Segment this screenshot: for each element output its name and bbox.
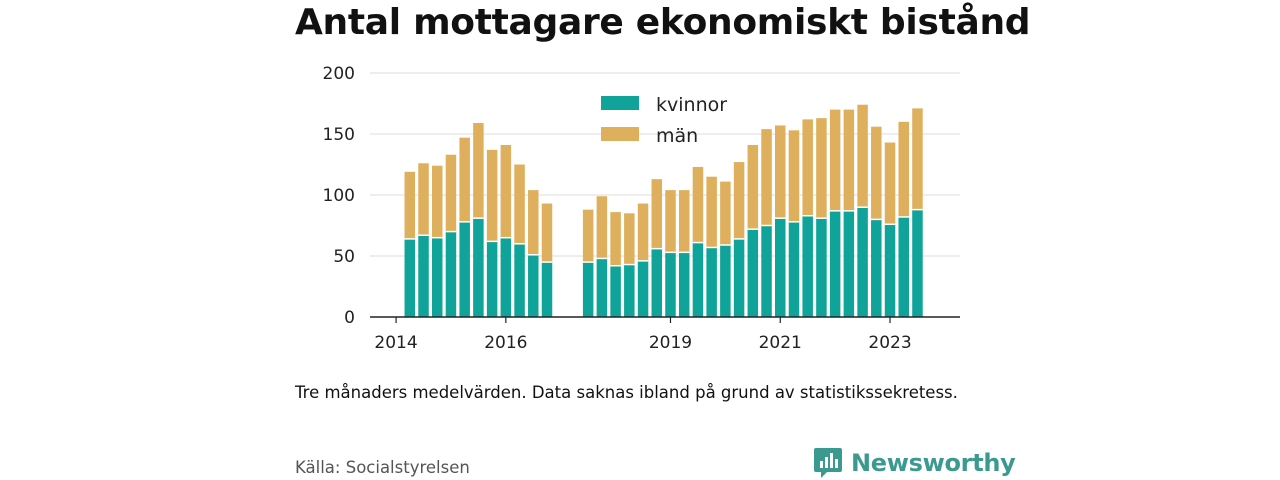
bar-kvinnor xyxy=(459,221,470,317)
bar-kvinnor xyxy=(500,237,512,317)
bar-man xyxy=(747,144,759,230)
newsworthy-logo-icon xyxy=(814,448,842,478)
bar-man xyxy=(528,190,539,255)
bar-man xyxy=(404,171,416,239)
bar-man xyxy=(720,181,731,246)
x-tick-label: 2014 xyxy=(374,333,417,353)
bar-kvinnor xyxy=(857,207,868,317)
legend-swatch-man xyxy=(601,127,639,141)
y-tick-label: 0 xyxy=(344,308,355,328)
bar-man xyxy=(912,108,923,210)
bar-kvinnor xyxy=(637,260,649,317)
bar-man xyxy=(500,144,512,238)
bar-kvinnor xyxy=(871,219,882,317)
bar-man xyxy=(678,190,690,253)
bar-man xyxy=(445,154,457,232)
bar-man xyxy=(431,165,443,238)
bar-kvinnor xyxy=(692,242,704,317)
x-tick-label: 2021 xyxy=(759,333,802,353)
bar-kvinnor xyxy=(678,252,690,317)
bar-kvinnor xyxy=(912,209,923,317)
bar-man xyxy=(733,162,745,239)
bar-kvinnor xyxy=(843,210,855,317)
bar-kvinnor xyxy=(816,218,827,317)
x-tick-label: 2016 xyxy=(484,333,527,353)
bar-man xyxy=(596,196,608,259)
brand-logo[interactable]: Newsworthy xyxy=(813,446,1016,480)
legend-swatch-kvinnor xyxy=(601,96,639,110)
y-tick-label: 50 xyxy=(333,247,355,267)
y-tick-label: 100 xyxy=(323,186,355,206)
bar-kvinnor xyxy=(596,258,608,317)
bar-man xyxy=(665,190,676,253)
bar-kvinnor xyxy=(582,262,594,317)
bar-man xyxy=(871,126,882,220)
bar-man xyxy=(857,104,868,208)
bar-kvinnor xyxy=(829,210,841,317)
stacked-bar-chart: 0 50 100 150 200 2014 2016 2019 2021 2023 kvinnor… xyxy=(323,64,960,353)
bar-kvinnor xyxy=(514,243,525,317)
bar-man xyxy=(624,213,635,265)
bar-man xyxy=(610,212,621,266)
bar-man xyxy=(802,119,813,216)
bar-kvinnor xyxy=(651,248,663,317)
legend-label-man: män xyxy=(656,125,698,147)
bar-kvinnor xyxy=(733,238,745,317)
chart-note: Tre månaders medelvärden. Data saknas ib… xyxy=(295,383,958,402)
bar-kvinnor xyxy=(486,241,498,317)
bar-kvinnor xyxy=(624,264,635,317)
x-tick-label: 2019 xyxy=(649,333,692,353)
bar-kvinnor xyxy=(884,224,896,317)
bar-man xyxy=(514,164,525,244)
chart-title: Antal mottagare ekonomiskt bistånd xyxy=(295,2,1031,43)
bar-man xyxy=(459,137,470,222)
bar-kvinnor xyxy=(802,215,813,317)
y-tick-label: 200 xyxy=(323,64,355,84)
bar-kvinnor xyxy=(788,221,800,317)
bar-man xyxy=(788,130,800,222)
bar-man xyxy=(651,179,663,249)
bar-man xyxy=(486,149,498,242)
bar-man xyxy=(541,203,553,263)
bar-man xyxy=(761,129,772,226)
bar-kvinnor xyxy=(528,254,539,317)
bar-kvinnor xyxy=(610,265,621,317)
bar-man xyxy=(775,125,786,219)
y-tick-label: 150 xyxy=(323,125,355,145)
bar-kvinnor xyxy=(898,216,909,317)
bar-kvinnor xyxy=(720,245,731,317)
bar-kvinnor xyxy=(418,235,429,317)
bar-kvinnor xyxy=(761,225,772,317)
bar-kvinnor xyxy=(665,252,676,317)
bar-man xyxy=(898,121,909,217)
bar-kvinnor xyxy=(775,218,786,317)
bars xyxy=(404,104,923,317)
bar-man xyxy=(829,109,841,211)
brand-name: Newsworthy xyxy=(851,449,1016,477)
bar-man xyxy=(473,123,484,219)
legend: kvinnor män xyxy=(601,94,727,147)
bar-man xyxy=(884,142,896,225)
x-tick-label: 2023 xyxy=(868,333,911,353)
bar-kvinnor xyxy=(473,218,484,317)
bar-man xyxy=(843,109,855,211)
bar-kvinnor xyxy=(747,229,759,317)
bar-kvinnor xyxy=(445,231,457,317)
bar-man xyxy=(418,163,429,236)
bar-kvinnor xyxy=(541,262,553,317)
bar-man xyxy=(706,176,717,248)
bar-man xyxy=(637,203,649,261)
bar-kvinnor xyxy=(404,238,416,317)
bar-man xyxy=(692,166,704,243)
bar-kvinnor xyxy=(431,237,443,317)
bar-kvinnor xyxy=(706,247,717,317)
legend-label-kvinnor: kvinnor xyxy=(656,94,727,116)
bar-man xyxy=(582,209,594,263)
source-text: Källa: Socialstyrelsen xyxy=(295,458,470,477)
axes: 0 50 100 150 200 2014 2016 2019 2021 2023 xyxy=(323,64,960,353)
bar-man xyxy=(816,118,827,219)
